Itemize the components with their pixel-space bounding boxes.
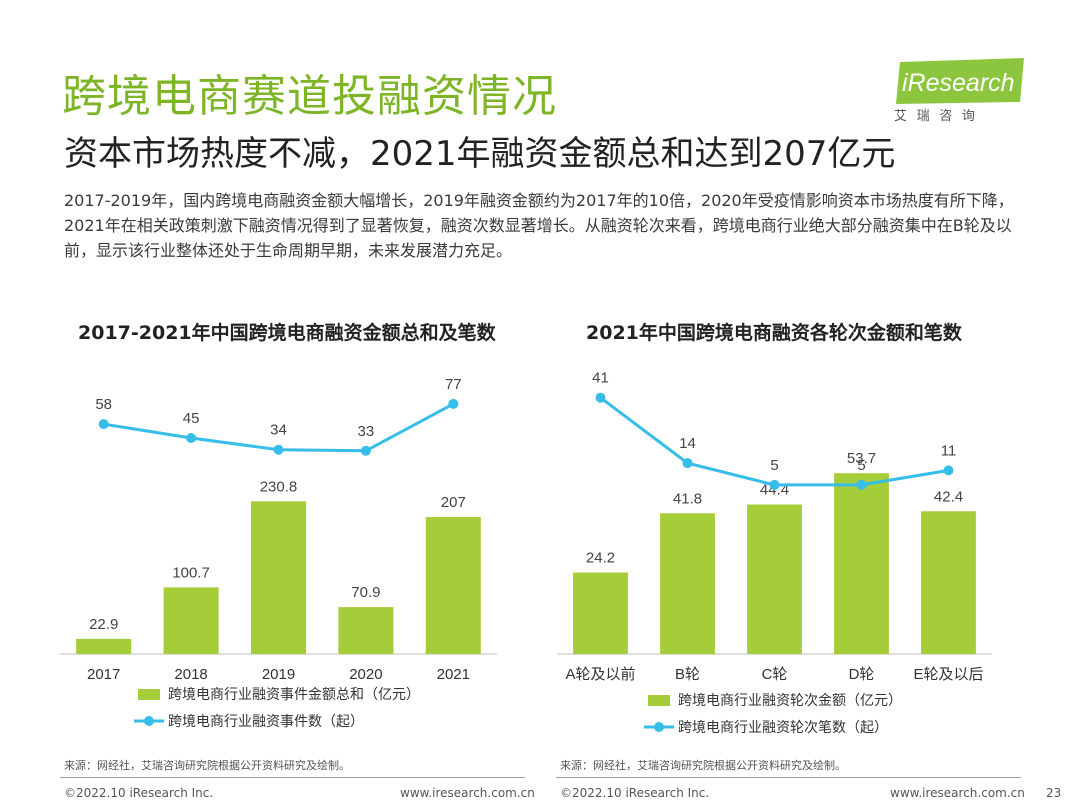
line-value-label: 33 [358, 423, 375, 440]
line-point-D轮 [856, 479, 867, 490]
bar-A轮及以前 [573, 572, 628, 654]
line-point-B轮 [682, 458, 693, 469]
bar-D轮 [834, 473, 889, 654]
x-tick-label: 2017 [87, 666, 120, 683]
page-number: 23 [1046, 786, 1062, 800]
bar-value-label: 70.9 [351, 584, 380, 601]
bar-2018 [163, 587, 219, 654]
description-paragraph: 2017-2019年，国内跨境电商融资金额大幅增长，2019年融资金额约为201… [64, 191, 1014, 260]
bar-2021 [425, 517, 481, 654]
bar-2020 [338, 607, 394, 654]
x-tick-label: 2019 [262, 666, 295, 683]
bar-2019 [250, 501, 307, 654]
footer-divider-right [556, 777, 1021, 778]
line-point-2020 [360, 445, 371, 456]
logo-banner [896, 58, 1024, 104]
footer-copyright-right: ©2022.10 iResearch Inc. [560, 786, 710, 800]
bar-value-label: 24.2 [586, 550, 615, 567]
footer-divider-left [60, 777, 525, 778]
bar-C轮 [747, 504, 802, 654]
legend-bar-swatch [138, 689, 160, 700]
legend-bar-label: 跨境电商行业融资事件金额总和（亿元） [168, 686, 420, 702]
legend-line-marker [654, 722, 664, 732]
legend-line-marker [144, 716, 154, 726]
legend-bar-swatch [648, 695, 670, 706]
x-tick-label: D轮 [849, 666, 875, 683]
x-tick-label: E轮及以后 [913, 666, 983, 683]
legend-line-label: 跨境电商行业融资轮次笔数（起） [678, 719, 888, 735]
bar-E轮及以后 [921, 511, 976, 654]
x-tick-label: 2018 [174, 666, 207, 683]
line-value-label: 58 [95, 396, 112, 413]
chart2-source: 来源：网经社，艾瑞咨询研究院根据公开资料研究及绘制。 [560, 759, 846, 772]
line-value-label: 41 [592, 370, 609, 387]
line-value-label: 5 [770, 457, 778, 474]
line-point-2017 [98, 419, 109, 430]
bar-value-label: 53.7 [847, 450, 876, 467]
logo-brand-text: iResearch [902, 69, 1015, 97]
line-point-A轮及以前 [595, 392, 606, 403]
x-tick-label: B轮 [675, 666, 700, 683]
line-value-label: 77 [445, 376, 462, 393]
footer-copyright-left: ©2022.10 iResearch Inc. [64, 786, 214, 800]
page-subtitle: 资本市场热度不减，2021年融资金额总和达到207亿元 [64, 134, 896, 174]
page-title: 跨境电商赛道投融资情况 [62, 71, 557, 122]
line-point-2018 [186, 433, 197, 443]
bar-value-label: 42.4 [934, 488, 963, 505]
line-point-E轮及以后 [943, 465, 954, 476]
line-value-label: 45 [183, 410, 200, 427]
bar-2017 [76, 638, 132, 654]
legend-bar-label: 跨境电商行业融资轮次金额（亿元） [678, 692, 902, 708]
legend-line-label: 跨境电商行业融资事件数（起） [168, 713, 364, 729]
chart1-title: 2017-2021年中国跨境电商融资金额总和及笔数 [78, 322, 496, 344]
chart2-funding-by-round: 24.2A轮及以前41.8B轮44.4C轮53.7D轮42.4E轮及以后4114… [557, 370, 992, 735]
footer-url-left[interactable]: www.iresearch.com.cn [400, 786, 535, 800]
line-point-2021 [448, 398, 459, 409]
footer-url-right[interactable]: www.iresearch.com.cn [890, 786, 1025, 800]
x-tick-label: 2021 [437, 666, 470, 683]
x-tick-label: A轮及以前 [565, 666, 635, 683]
chart1-source: 来源：网经社，艾瑞咨询研究院根据公开资料研究及绘制。 [64, 759, 350, 772]
line-point-2019 [273, 444, 284, 455]
line-value-label: 5 [857, 457, 865, 474]
line-point-C轮 [769, 479, 780, 490]
logo-chinese-text: 艾 瑞 咨 询 [894, 108, 978, 123]
bar-value-label: 230.8 [260, 478, 298, 495]
bar-value-label: 207 [441, 494, 466, 511]
bar-value-label: 22.9 [89, 616, 118, 633]
bar-B轮 [660, 513, 715, 654]
line-value-label: 11 [941, 442, 957, 459]
iresearch-logo: iResearch 艾 瑞 咨 询 [894, 58, 1024, 123]
bar-value-label: 41.8 [673, 490, 702, 507]
bar-value-label: 100.7 [172, 564, 210, 581]
line-value-label: 34 [270, 422, 287, 439]
chart1-funding-by-year: 22.9 2017 100.7 2018 230.8 2019 70.9 2020 207 202… [60, 376, 497, 729]
line-value-label: 14 [679, 435, 696, 452]
x-tick-label: C轮 [762, 666, 788, 683]
x-tick-label: 2020 [349, 666, 382, 683]
chart2-title: 2021年中国跨境电商融资各轮次金额和笔数 [586, 322, 962, 344]
